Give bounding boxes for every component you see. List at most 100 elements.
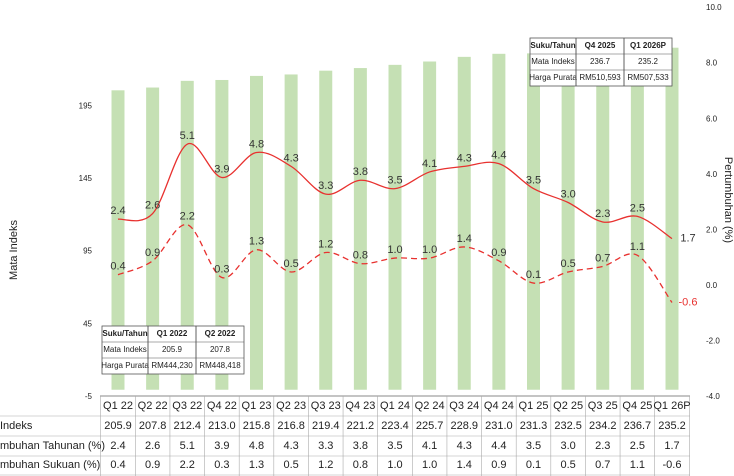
- bar: [596, 49, 610, 390]
- inset-cell: RM507,533: [627, 73, 669, 82]
- y2-tick-label: 8.0: [706, 59, 718, 68]
- table-cell: 4.3: [457, 440, 472, 452]
- x-tick-label: Q1 25: [519, 400, 549, 412]
- table-cell: 213.0: [208, 420, 236, 432]
- table-cell: 4.3: [283, 440, 298, 452]
- y-tick-label: 95: [83, 247, 92, 256]
- y2-axis-label: Pertumbuhan (%): [722, 157, 734, 243]
- line: [117, 143, 673, 240]
- bar: [146, 87, 160, 390]
- table-cell: 0.4: [110, 459, 125, 471]
- table-cell: 223.4: [381, 420, 409, 432]
- bar: [457, 56, 471, 390]
- inset-cell: RM448,418: [199, 361, 241, 370]
- table-cell: 4.8: [249, 440, 264, 452]
- data-label: 1.4: [457, 233, 472, 245]
- data-label: 1.7: [680, 233, 695, 245]
- inset-cell: Harga Purata: [101, 361, 149, 370]
- data-label: 1.3: [249, 236, 264, 248]
- x-tick-label: Q3 25: [588, 400, 618, 412]
- y-axis-label: Mata Indeks: [8, 220, 20, 280]
- table-cell: 1.2: [318, 459, 333, 471]
- table-cell: 4.4: [491, 440, 506, 452]
- inset-cell: Suku/Tahun: [530, 41, 575, 50]
- table-cell: 1.4: [457, 459, 472, 471]
- x-tick-label: Q3 22: [172, 400, 202, 412]
- table-cell: 2.3: [595, 440, 610, 452]
- inset-cell: 235.2: [638, 57, 659, 66]
- bar: [561, 51, 575, 390]
- row-label: Indeks: [0, 420, 33, 432]
- inset-cell: 205.9: [162, 345, 183, 354]
- inset-cell: Mata Indeks: [103, 345, 147, 354]
- table-cell: 3.5: [526, 440, 541, 452]
- table-cell: 0.9: [491, 459, 506, 471]
- table-cell: 231.0: [485, 420, 513, 432]
- bar: [388, 64, 402, 390]
- table-cell: 215.8: [243, 420, 271, 432]
- bar: [630, 45, 644, 390]
- x-tick-label: Q4 22: [207, 400, 237, 412]
- inset-table: [101, 325, 245, 375]
- bar: [492, 53, 506, 390]
- table-cell: 212.4: [173, 420, 201, 432]
- x-tick-label: Q4 24: [484, 400, 514, 412]
- table-cell: 3.9: [214, 440, 229, 452]
- table-cell: 1.0: [422, 459, 437, 471]
- bar: [215, 79, 229, 390]
- table-cell: 4.1: [422, 440, 437, 452]
- table-cell: 228.9: [450, 420, 478, 432]
- inset-cell: Mata Indeks: [531, 57, 575, 66]
- inset-cell: Harga Purata: [529, 73, 577, 82]
- table-cell: 3.0: [560, 440, 575, 452]
- table-cell: 0.5: [560, 459, 575, 471]
- data-label: 0.3: [214, 263, 229, 275]
- x-tick-label: Q1 24: [380, 400, 410, 412]
- y-tick-label: 45: [83, 319, 92, 328]
- y2-tick-label: -2.0: [706, 337, 720, 346]
- x-tick-label: Q4 25: [622, 400, 652, 412]
- table-cell: 3.3: [318, 440, 333, 452]
- inset-cell: Suku/Tahun: [102, 329, 147, 338]
- inset-table: [529, 37, 673, 87]
- data-label: 0.4: [110, 261, 125, 273]
- data-label: 0.9: [145, 247, 160, 259]
- data-label: 3.9: [214, 163, 229, 175]
- data-label: 0.5: [560, 258, 575, 270]
- inset-cell: Q4 2025: [585, 41, 616, 50]
- bar: [527, 53, 540, 390]
- row-label: mbuhan Tahunan (%): [0, 440, 105, 452]
- data-label: 2.2: [180, 211, 195, 223]
- inset-cell: 207.8: [210, 345, 231, 354]
- data-label: 5.1: [180, 130, 195, 142]
- x-tick-label: Q3 24: [449, 400, 479, 412]
- table-cell: 225.7: [416, 420, 444, 432]
- table-cell: 0.3: [214, 459, 229, 471]
- table-cell: 1.7: [664, 440, 679, 452]
- table-cell: 1.1: [630, 459, 645, 471]
- table-cell: 216.8: [277, 420, 305, 432]
- table-cell: 0.1: [526, 459, 541, 471]
- table-cell: 2.4: [110, 440, 125, 452]
- data-label: 1.0: [387, 244, 402, 256]
- data-label: 3.3: [318, 180, 333, 192]
- bar: [665, 47, 679, 390]
- table-cell: 221.2: [347, 420, 375, 432]
- data-label: 0.8: [353, 250, 368, 262]
- bar: [111, 90, 125, 390]
- x-tick-label: Q2 23: [276, 400, 306, 412]
- table-cell: 235.2: [658, 420, 686, 432]
- table-cell: -0.6: [663, 459, 682, 471]
- y2-tick-label: 0.0: [706, 281, 718, 290]
- data-label: 2.5: [630, 202, 645, 214]
- table-cell: 219.4: [312, 420, 340, 432]
- y-tick-label: 195: [79, 101, 93, 110]
- x-tick-label: Q1 22: [103, 400, 133, 412]
- data-label: 4.3: [283, 152, 298, 164]
- data-label: 3.0: [560, 188, 575, 200]
- data-label: 2.6: [145, 200, 160, 212]
- y2-tick-label: 6.0: [706, 114, 718, 123]
- inset-cell: RM510,593: [579, 73, 621, 82]
- x-tick-label: Q2 22: [138, 400, 168, 412]
- data-label: 1.2: [318, 238, 333, 250]
